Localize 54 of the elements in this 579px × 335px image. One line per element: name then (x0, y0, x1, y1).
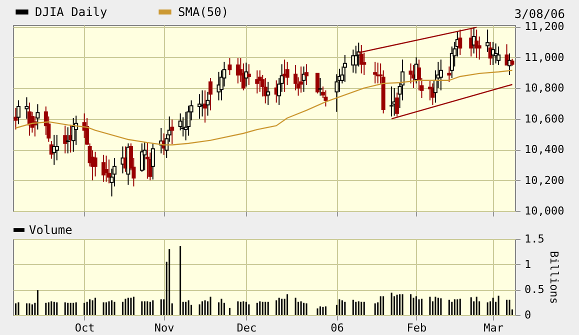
candlestick (477, 36, 482, 60)
candlestick (104, 155, 108, 182)
y-tick-label: 11,200 (524, 20, 564, 34)
candlestick (14, 108, 18, 130)
y-tick-label: 10,000 (524, 204, 564, 218)
x-tick-label: 06 (330, 322, 344, 334)
candlestick (198, 94, 202, 120)
x-tick-label: Dec (236, 322, 257, 334)
x-tick-label: Feb (406, 322, 427, 334)
text: 3/08/06 (514, 7, 565, 21)
y-tick-label: 0.5 (524, 283, 544, 296)
candlestick (304, 64, 309, 86)
y-tick-label: 10,200 (524, 174, 564, 187)
y-tick-label: 1.5 (524, 232, 544, 246)
candlestick (16, 100, 20, 125)
candlestick (246, 64, 251, 86)
y-tick-label: 10,600 (524, 112, 564, 126)
y-tick-label: 10,800 (524, 82, 564, 95)
candlestick (447, 66, 452, 82)
candlestick (408, 62, 413, 84)
x-tick-label: Oct (74, 322, 95, 334)
candlestick (170, 119, 174, 145)
legend-label: SMA(50) (178, 5, 229, 19)
candlestick (342, 54, 347, 82)
y-tick-label: 1 (524, 258, 532, 271)
candlestick (496, 46, 501, 66)
candlestick (142, 141, 147, 171)
candlestick (395, 92, 400, 117)
candlestick (228, 58, 232, 76)
candlestick (373, 61, 378, 84)
y-axis-title: Billions (547, 251, 560, 304)
candlestick (318, 78, 322, 96)
candlestick (63, 125, 68, 154)
x-tick-label: Nov (154, 322, 175, 334)
legend-label: Volume (29, 223, 72, 237)
candlestick (93, 151, 98, 177)
y-tick-label: 10,400 (524, 143, 564, 156)
candlestick (266, 81, 270, 106)
candlestick (181, 116, 186, 137)
candlestick (208, 78, 213, 111)
y-tick-label: 11,000 (524, 50, 564, 64)
candlestick (140, 142, 144, 172)
x-tick-label: Mar (484, 322, 504, 334)
candlestick (390, 86, 394, 117)
candlestick (206, 91, 210, 116)
candlestick (54, 134, 59, 161)
y-tick-label: 0 (524, 308, 532, 322)
candlestick (36, 104, 40, 130)
candlestick (354, 45, 358, 74)
candlestick (24, 96, 29, 120)
candlestick (486, 29, 490, 52)
legend-label: DJIA Daily (35, 5, 108, 19)
candlestick (450, 46, 454, 79)
candlestick (324, 90, 328, 107)
